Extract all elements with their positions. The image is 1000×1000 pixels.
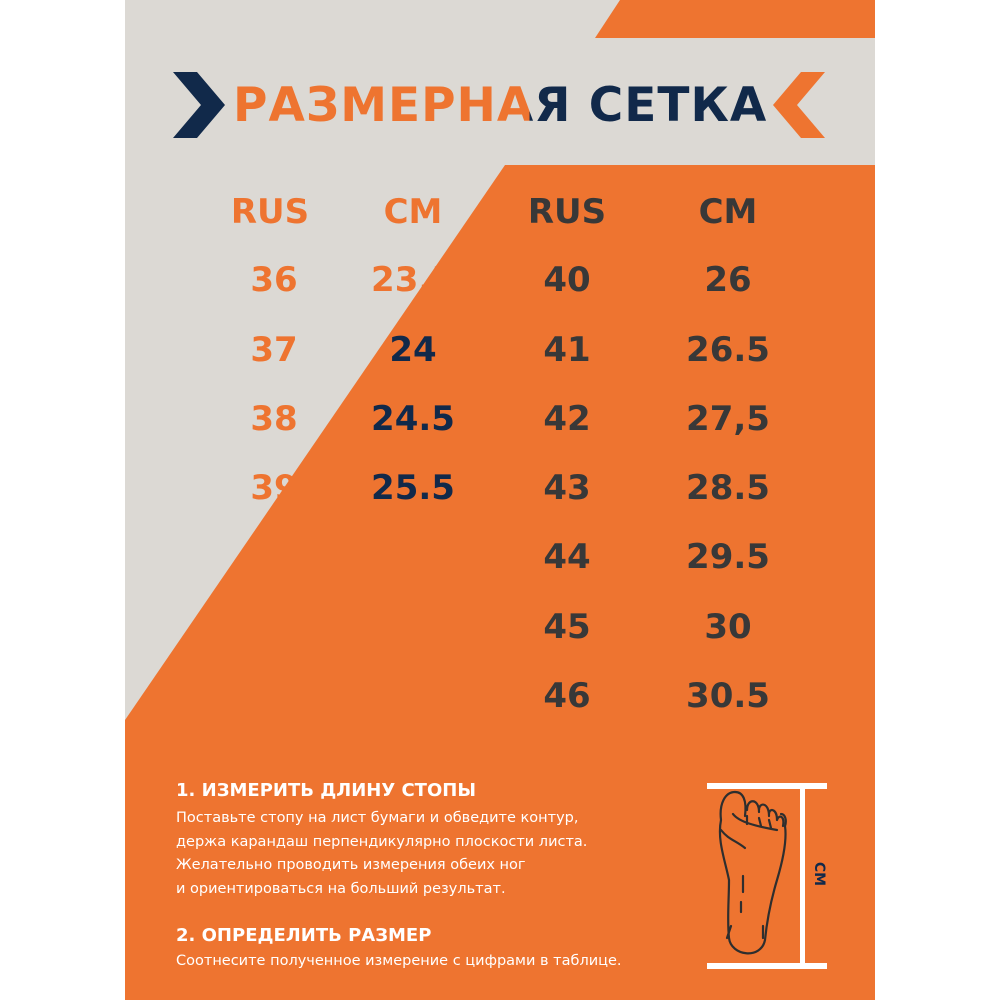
cm-size: 27,5 bbox=[686, 399, 770, 439]
text-line: держа карандаш перпендикулярно плоскости… bbox=[176, 833, 588, 850]
rus-size: 39 bbox=[250, 468, 298, 508]
rus-size: 40 bbox=[543, 260, 591, 300]
page-title: РАЗМЕРНАЯ СЕТКА bbox=[233, 78, 768, 133]
rus-size: 45 bbox=[543, 607, 591, 647]
rus-size: 37 bbox=[250, 330, 298, 370]
rus-size: 38 bbox=[250, 399, 298, 439]
top-bar bbox=[707, 783, 827, 789]
rus-size: 36 bbox=[250, 260, 298, 300]
text-line: и ориентироваться на больший результат. bbox=[176, 880, 506, 897]
text-line: Поставьте стопу на лист бумаги и обведит… bbox=[176, 810, 579, 826]
cm-label: СМ bbox=[811, 861, 828, 887]
cm-size: 26 bbox=[704, 260, 752, 300]
cm-size: 29.5 bbox=[686, 537, 770, 577]
chevron-right-icon bbox=[173, 72, 225, 138]
rus-size: 42 bbox=[543, 399, 591, 439]
rus-size: 46 bbox=[543, 676, 591, 716]
main-orange-area bbox=[125, 165, 875, 1000]
step-2: 2. ОПРЕДЕЛИТЬ РАЗМЕР Соотнесите полученн… bbox=[176, 925, 622, 974]
cm-size: 26.5 bbox=[686, 330, 770, 370]
foot-outline-icon bbox=[718, 790, 787, 955]
measure-line bbox=[800, 786, 805, 966]
cm-size: 28.5 bbox=[686, 468, 770, 508]
cm-size: 30 bbox=[704, 607, 752, 647]
header-rus: RUS bbox=[527, 192, 607, 232]
bottom-bar bbox=[707, 963, 827, 969]
text-line: Желательно проводить измерения обеих ног bbox=[176, 857, 526, 873]
rus-size: 43 bbox=[543, 468, 591, 508]
step-1-heading: 1. ИЗМЕРИТЬ ДЛИНУ СТОПЫ bbox=[176, 780, 476, 801]
step-2-heading: 2. ОПРЕДЕЛИТЬ РАЗМЕР bbox=[176, 925, 432, 946]
header-cm: CM bbox=[698, 192, 758, 232]
rus-size: 41 bbox=[543, 330, 591, 370]
header-cm: CM bbox=[383, 192, 443, 232]
cm-size: 30.5 bbox=[686, 676, 770, 716]
step-2-text: Соотнесите полученное измерение с цифрам… bbox=[176, 953, 622, 969]
step-1: 1. ИЗМЕРИТЬ ДЛИНУ СТОПЫ Поставьте стопу … bbox=[176, 780, 587, 901]
top-orange-band bbox=[595, 0, 875, 38]
rus-size: 44 bbox=[543, 537, 591, 577]
cm-size: 24 bbox=[389, 330, 437, 370]
step-1-text: Поставьте стопу на лист бумаги и обведит… bbox=[176, 807, 587, 901]
size-chart-card: РАЗМЕРНАЯ СЕТКА RUS CM 36 23.5 37 24 38 … bbox=[125, 0, 875, 1000]
foot-measure-diagram bbox=[707, 783, 827, 969]
cm-size: 23.5 bbox=[371, 260, 455, 300]
background-shapes bbox=[125, 0, 875, 1000]
chevron-left-icon bbox=[773, 72, 825, 138]
header-rus: RUS bbox=[230, 192, 310, 232]
cm-size: 24.5 bbox=[371, 399, 455, 439]
cm-size: 25.5 bbox=[371, 468, 455, 508]
